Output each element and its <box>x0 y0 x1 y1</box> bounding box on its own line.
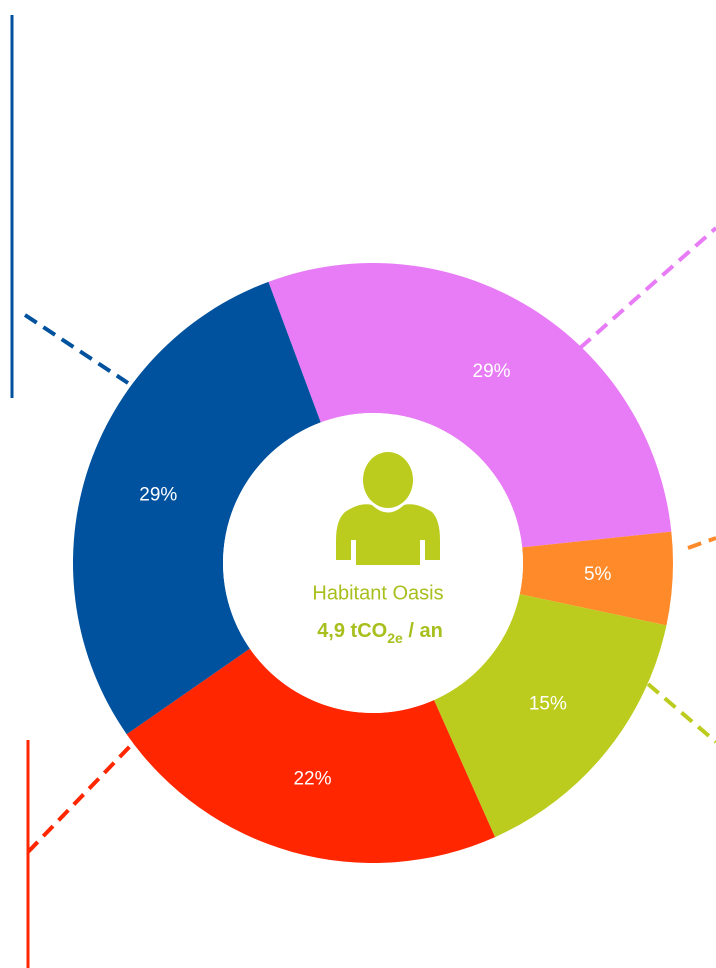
slice-label: 5% <box>584 564 612 585</box>
slice-label: 22% <box>293 769 331 790</box>
slice-label: 29% <box>473 361 511 382</box>
leader-line <box>23 313 130 385</box>
center-value: 4,9 tCO2e / an <box>317 620 443 645</box>
slice <box>126 648 496 864</box>
leader-line <box>687 536 716 550</box>
slice <box>268 263 672 548</box>
slice-label: 29% <box>139 485 177 506</box>
slice-label: 15% <box>529 694 567 715</box>
center-value-part: / an <box>403 620 443 642</box>
leader-line <box>26 736 140 854</box>
leader-line <box>646 682 716 744</box>
person-icon <box>336 452 440 565</box>
slice <box>519 531 674 626</box>
leader-line <box>578 226 716 350</box>
center-value-sub: 2e <box>387 630 403 646</box>
center-value-part: 4,9 tCO <box>317 620 387 642</box>
slice <box>434 594 667 838</box>
center-title: Habitant Oasis <box>312 582 443 604</box>
slice <box>73 281 321 735</box>
